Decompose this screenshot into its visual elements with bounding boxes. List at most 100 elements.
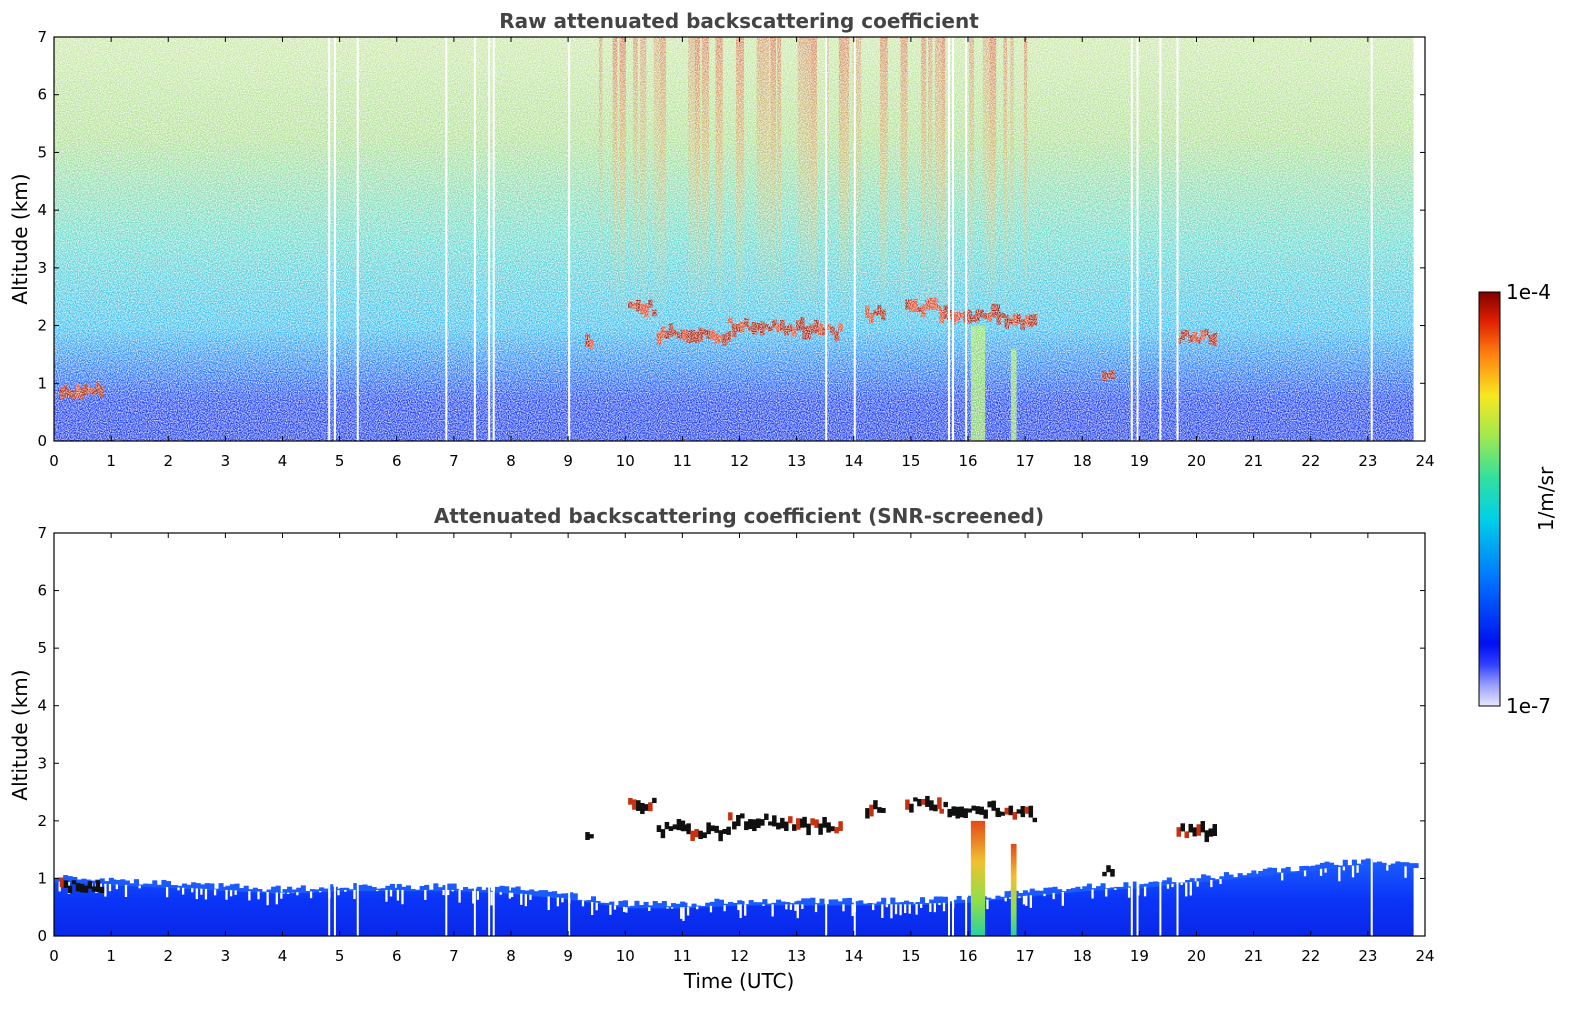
boundary-layer-edge xyxy=(561,893,567,900)
boundary-layer-notch xyxy=(451,889,454,892)
boundary-layer-notch xyxy=(986,899,989,910)
x-tick-label: 24 xyxy=(1415,452,1434,470)
boundary-layer-edge xyxy=(744,904,750,906)
cloud-segment xyxy=(714,825,719,833)
boundary-layer-edge xyxy=(225,885,231,892)
cloud-segment xyxy=(740,813,745,819)
boundary-layer-notch xyxy=(561,897,564,903)
boundary-layer-edge xyxy=(890,897,896,906)
boundary-layer-edge xyxy=(675,903,681,909)
cloud-segment xyxy=(959,806,964,818)
data-gap xyxy=(965,37,968,441)
cloud-segment xyxy=(75,882,81,892)
precipitation-plume xyxy=(970,820,986,936)
cloud-segment xyxy=(905,799,910,810)
boundary-layer-notch xyxy=(762,904,765,906)
boundary-layer-notch xyxy=(1009,897,1012,899)
cloud-segment xyxy=(664,821,670,830)
boundary-layer-notch xyxy=(696,906,699,910)
cloud-segment xyxy=(996,811,1002,818)
boundary-layer-edge xyxy=(1025,892,1031,897)
cloud-segment xyxy=(921,798,926,805)
cloud-segment xyxy=(975,806,980,815)
boundary-layer-edge xyxy=(1281,868,1287,874)
boundary-layer-edge xyxy=(129,883,135,887)
boundary-layer-notch xyxy=(1281,872,1284,881)
boundary-layer-edge xyxy=(638,904,645,909)
data-gap xyxy=(568,849,571,936)
boundary-layer-edge xyxy=(728,901,734,907)
panel-title: Attenuated backscattering coefficient (S… xyxy=(434,504,1044,528)
boundary-layer-edge xyxy=(652,901,658,909)
boundary-layer-signal xyxy=(54,864,1414,936)
boundary-layer-edge xyxy=(696,905,702,908)
boundary-layer-edge xyxy=(168,884,174,889)
boundary-layer-edge xyxy=(1409,863,1415,868)
boundary-layer-edge xyxy=(357,884,363,892)
boundary-layer-edge xyxy=(424,884,430,892)
cloud-segment xyxy=(1212,824,1218,837)
boundary-layer-edge xyxy=(1267,867,1273,876)
boundary-layer-edge xyxy=(1034,890,1040,896)
boundary-layer-notch xyxy=(177,887,180,891)
data-gap xyxy=(445,849,448,936)
cloud-segment xyxy=(1008,805,1014,816)
boundary-layer-edge xyxy=(1404,862,1410,868)
data-gap xyxy=(356,37,359,441)
data-gap xyxy=(356,849,359,936)
data-gap xyxy=(1370,849,1373,936)
boundary-layer-notch xyxy=(401,889,404,905)
boundary-layer-notch xyxy=(920,903,923,908)
boundary-layer-edge xyxy=(862,903,868,906)
cloud-segment xyxy=(648,802,653,812)
boundary-layer-edge xyxy=(234,883,240,892)
boundary-layer-edge xyxy=(1223,872,1229,880)
boundary-layer-notch xyxy=(842,904,845,912)
boundary-layer-edge xyxy=(666,906,672,909)
cloud-segment xyxy=(728,812,733,821)
x-tick-label: 24 xyxy=(1415,947,1434,965)
x-tick-label: 1 xyxy=(106,452,116,470)
cloud-segment xyxy=(744,821,749,831)
boundary-layer-edge xyxy=(1166,877,1172,886)
cloud-segment xyxy=(1204,830,1210,843)
boundary-layer-edge xyxy=(261,891,268,893)
plume-group xyxy=(970,820,1017,936)
boundary-layer-notch xyxy=(234,890,237,895)
cloud-segment xyxy=(780,817,785,829)
boundary-layer-edge xyxy=(986,897,992,901)
cloud-segment xyxy=(1196,824,1202,836)
boundary-layer-edge xyxy=(451,883,457,892)
boundary-layer-edge xyxy=(881,897,887,906)
cloud-segment xyxy=(1110,869,1115,877)
boundary-layer-notch xyxy=(275,892,278,905)
cloud-segment xyxy=(640,802,645,815)
x-axis-label: Time (UTC) xyxy=(683,969,795,993)
boundary-layer-edge xyxy=(200,884,206,890)
boundary-layer-edge xyxy=(1057,889,1063,894)
boundary-layer-edge xyxy=(1139,884,1145,889)
boundary-layer-edge xyxy=(1246,873,1252,878)
boundary-layer-edge xyxy=(910,903,916,906)
boundary-layer-edge xyxy=(691,903,697,908)
data-gap xyxy=(853,849,856,936)
boundary-layer-edge xyxy=(657,903,663,909)
boundary-layer-notch xyxy=(385,889,388,902)
boundary-layer-edge xyxy=(282,889,288,894)
boundary-layer-notch xyxy=(794,904,797,911)
panel-title: Raw attenuated backscattering coefficien… xyxy=(499,9,979,33)
cloud-segment xyxy=(967,808,972,813)
boundary-layer-edge xyxy=(348,889,354,892)
cloud-segment xyxy=(939,808,944,814)
cloud-segment xyxy=(947,808,952,818)
cloud-segment xyxy=(1176,827,1182,837)
y-tick-label: 1 xyxy=(37,374,47,392)
boundary-layer-notch xyxy=(894,904,898,915)
cloud-segment xyxy=(814,819,819,828)
boundary-layer-edge xyxy=(1047,887,1054,895)
boundary-layer-notch xyxy=(389,889,393,897)
boundary-layer-edge xyxy=(72,876,78,884)
boundary-layer-edge xyxy=(291,889,297,894)
cloud-segment xyxy=(776,822,781,830)
y-tick-label: 1 xyxy=(37,869,47,887)
